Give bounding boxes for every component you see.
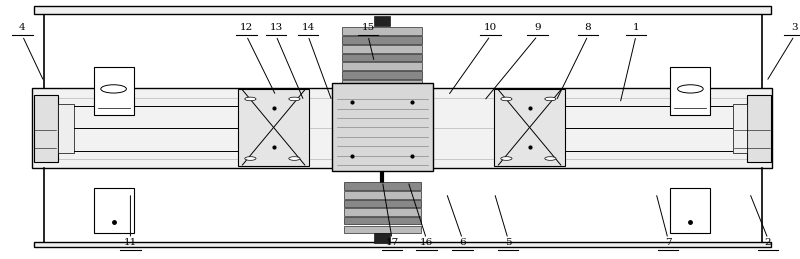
Bar xyxy=(344,226,421,233)
Bar xyxy=(342,54,422,61)
Bar xyxy=(344,182,421,190)
Text: 3: 3 xyxy=(791,23,798,32)
Text: 6: 6 xyxy=(459,238,466,247)
Bar xyxy=(494,89,565,166)
Circle shape xyxy=(289,97,300,101)
Bar xyxy=(238,89,309,166)
Bar xyxy=(733,104,747,153)
Bar xyxy=(34,95,58,162)
Text: 12: 12 xyxy=(240,23,253,32)
Bar xyxy=(344,200,421,207)
Bar xyxy=(94,67,134,115)
Bar xyxy=(344,208,421,216)
Bar xyxy=(342,27,422,35)
Bar xyxy=(342,80,422,88)
Text: 13: 13 xyxy=(270,23,282,32)
Circle shape xyxy=(501,97,512,101)
Bar xyxy=(32,88,772,168)
Bar xyxy=(342,36,422,44)
Text: 16: 16 xyxy=(420,238,433,247)
Bar xyxy=(342,45,422,53)
Bar xyxy=(374,233,390,243)
Bar xyxy=(342,62,422,70)
Bar xyxy=(94,188,134,233)
Text: 17: 17 xyxy=(386,238,398,247)
Circle shape xyxy=(545,97,556,101)
Bar xyxy=(332,83,433,171)
Bar xyxy=(344,217,421,225)
Text: 14: 14 xyxy=(302,23,314,32)
Circle shape xyxy=(245,157,256,160)
Circle shape xyxy=(245,97,256,101)
Bar xyxy=(670,188,710,233)
Bar xyxy=(747,95,771,162)
Circle shape xyxy=(501,157,512,160)
Bar xyxy=(374,16,390,26)
Text: 5: 5 xyxy=(505,238,511,247)
Bar xyxy=(670,67,710,115)
Bar xyxy=(342,71,422,79)
Text: 2: 2 xyxy=(765,238,771,247)
Bar xyxy=(58,104,74,153)
Bar xyxy=(34,6,771,14)
Circle shape xyxy=(545,157,556,160)
Bar xyxy=(344,191,421,199)
Text: 1: 1 xyxy=(633,23,639,32)
Text: 10: 10 xyxy=(484,23,497,32)
Circle shape xyxy=(289,157,300,160)
Bar xyxy=(34,242,771,247)
Text: 7: 7 xyxy=(665,238,671,247)
Text: 4: 4 xyxy=(19,23,26,32)
Text: 8: 8 xyxy=(585,23,591,32)
Text: 9: 9 xyxy=(534,23,541,32)
Text: 15: 15 xyxy=(362,23,374,32)
Text: 11: 11 xyxy=(124,238,137,247)
